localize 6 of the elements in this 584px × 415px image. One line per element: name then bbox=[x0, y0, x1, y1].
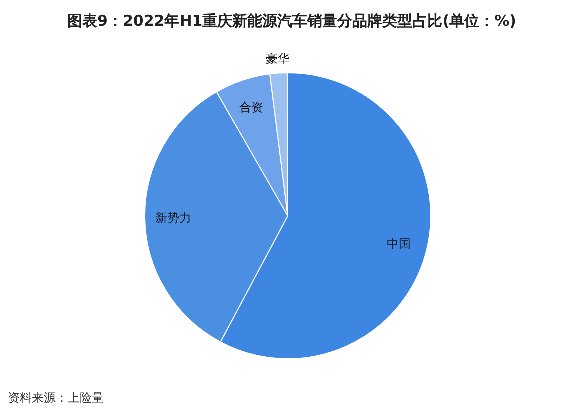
chart-title: 图表9：2022年H1重庆新能源汽车销量分品牌类型占比(单位：%) bbox=[68, 12, 516, 30]
text: 资料来源：上险量 bbox=[8, 391, 104, 405]
slice-label: 合资 bbox=[240, 100, 264, 115]
slice-label: 中国 bbox=[386, 236, 411, 251]
slice-label: 豪华 bbox=[266, 52, 290, 66]
slice-label: 新势力 bbox=[156, 210, 192, 225]
